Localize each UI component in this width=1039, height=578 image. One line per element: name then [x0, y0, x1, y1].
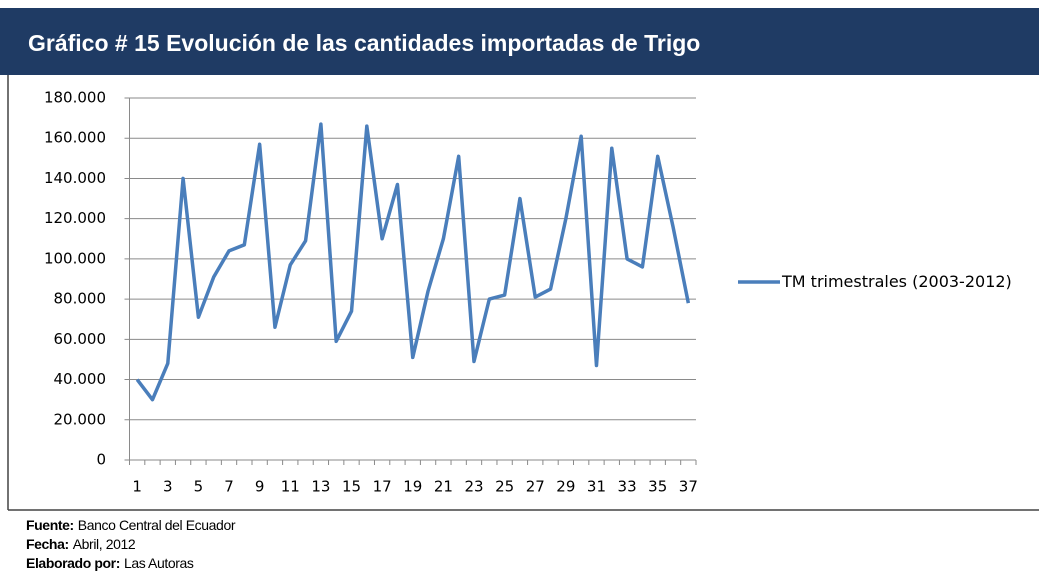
y-tick-label: 100.000 [44, 249, 106, 267]
x-tick-label: 3 [163, 478, 173, 496]
y-tick-label: 140.000 [44, 169, 106, 187]
footer-label: Fuente: [26, 517, 74, 533]
x-tick-label: 35 [648, 478, 667, 496]
legend-label: TM trimestrales (2003-2012) [782, 272, 1012, 291]
x-tick-label: 29 [556, 478, 575, 496]
footer-label: Elaborado por: [26, 555, 120, 571]
y-tick-label: 0 [96, 451, 106, 469]
x-tick-label: 27 [526, 478, 545, 496]
x-tick-label: 11 [281, 478, 300, 496]
x-tick-label: 23 [464, 478, 483, 496]
series-line [135, 122, 691, 402]
x-tick-label: 21 [434, 478, 453, 496]
x-tick-label: 37 [679, 478, 698, 496]
x-tick-label: 5 [194, 478, 204, 496]
y-tick-label: 20.000 [54, 410, 107, 428]
x-tick-label: 31 [587, 478, 606, 496]
x-tick-label: 9 [255, 478, 265, 496]
y-tick-label: 120.000 [44, 209, 106, 227]
y-tick-label: 180.000 [44, 89, 106, 107]
footer-row: Fuente: Banco Central del Ecuador [26, 516, 235, 535]
x-tick-label: 15 [342, 478, 361, 496]
footer: Fuente: Banco Central del Ecuador Fecha: Ab… [26, 516, 235, 573]
footer-text: Las Autoras [123, 555, 194, 571]
y-tick-label: 160.000 [44, 129, 106, 147]
x-tick-label: 13 [311, 478, 330, 496]
x-tick-label: 17 [373, 478, 392, 496]
footer-label: Fecha: [26, 536, 69, 552]
header-bar: Gráfico # 15 Evolución de las cantidades… [0, 8, 1039, 75]
y-tick-label: 60.000 [54, 330, 107, 348]
x-tick-label: 25 [495, 478, 514, 496]
y-tick-label: 40.000 [54, 370, 107, 388]
chart-title: Gráfico # 15 Evolución de las cantidades… [28, 30, 701, 56]
x-tick-label: 1 [132, 478, 142, 496]
x-tick-label: 7 [224, 478, 234, 496]
footer-row: Fecha: Abril, 2012 [26, 535, 235, 554]
footer-text: Banco Central del Ecuador [77, 517, 236, 533]
footer-text: Abril, 2012 [72, 536, 136, 552]
x-tick-label: 19 [403, 478, 422, 496]
y-tick-label: 80.000 [54, 290, 107, 308]
footer-row: Elaborado por: Las Autoras [26, 554, 235, 573]
x-tick-label: 33 [618, 478, 637, 496]
